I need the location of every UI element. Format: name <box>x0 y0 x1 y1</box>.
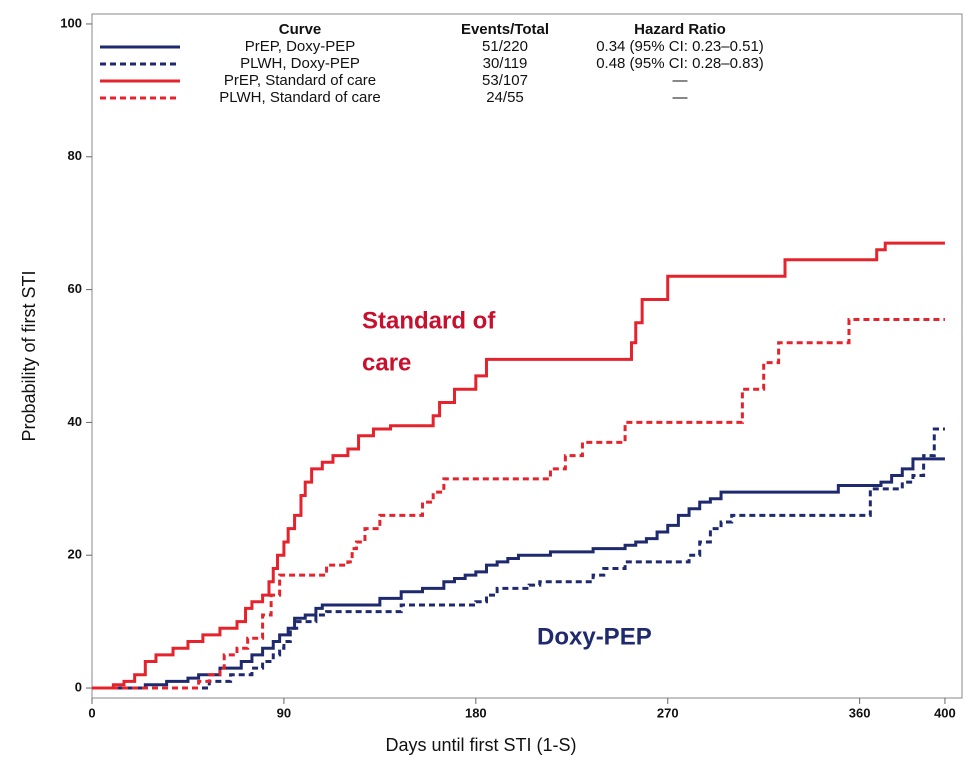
x-tick-label: 360 <box>849 705 871 720</box>
legend-hr: 0.48 (95% CI: 0.28–0.83) <box>596 55 764 72</box>
y-tick-label: 100 <box>60 15 82 30</box>
y-axis-label: Probability of first STI <box>19 270 39 441</box>
y-tick-label: 40 <box>68 414 82 429</box>
legend-hr: — <box>673 72 688 89</box>
legend-events: 24/55 <box>486 89 524 106</box>
x-axis-label: Days until first STI (1-S) <box>385 735 576 755</box>
km-curve <box>92 241 945 690</box>
legend-events: 30/119 <box>483 55 528 72</box>
legend-label: PrEP, Standard of care <box>224 72 376 89</box>
plot-frame <box>91 13 963 699</box>
legend-events: 51/220 <box>482 38 528 55</box>
legend-hr: 0.34 (95% CI: 0.23–0.51) <box>596 38 764 55</box>
y-tick-label: 60 <box>68 281 82 296</box>
x-tick-label: 400 <box>934 705 956 720</box>
km-curve <box>92 427 945 690</box>
x-tick-label: 180 <box>465 705 487 720</box>
annotation: care <box>362 349 411 376</box>
x-tick-label: 270 <box>657 705 679 720</box>
x-tick-label: 0 <box>88 705 95 720</box>
legend-label: PLWH, Doxy-PEP <box>240 55 360 72</box>
y-tick-label: 0 <box>75 679 82 694</box>
km-curve <box>92 457 945 690</box>
y-tick-label: 20 <box>68 547 82 562</box>
legend-label: PrEP, Doxy-PEP <box>245 38 356 55</box>
annotation: Standard of <box>362 307 496 334</box>
annotation: Doxy-PEP <box>537 623 652 650</box>
legend-header: Events/Total <box>461 21 549 38</box>
legend-label: PLWH, Standard of care <box>219 89 380 106</box>
legend-hr: — <box>673 89 688 106</box>
legend-header: Curve <box>279 21 322 38</box>
y-tick-label: 80 <box>68 148 82 163</box>
legend-header: Hazard Ratio <box>634 21 726 38</box>
km-curve <box>92 317 945 690</box>
legend-events: 53/107 <box>482 72 528 89</box>
x-tick-label: 90 <box>277 705 291 720</box>
